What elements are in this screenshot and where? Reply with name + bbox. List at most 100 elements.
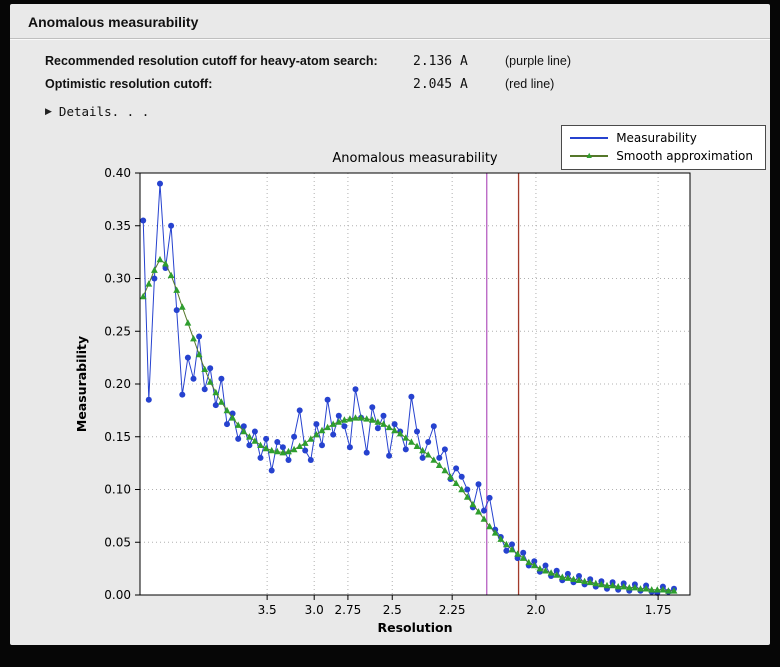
data-point [341,423,348,430]
data-point [425,439,432,445]
x-tick-label: 2.75 [335,603,362,617]
data-point [357,414,365,421]
data-point [368,416,376,423]
data-point [262,444,270,452]
data-point [296,407,303,414]
data-point [151,266,158,273]
data-point [296,442,304,449]
legend-label-smooth: Smooth approximation [616,149,753,163]
x-axis-label: Resolution [377,620,452,635]
data-point [570,575,577,582]
data-point [542,567,549,574]
data-point [435,461,443,468]
data-point [257,441,264,448]
data-point [218,375,225,382]
anomalous-measurability-panel: Anomalous measurability Recommended reso… [10,4,770,645]
data-point [520,549,527,556]
data-point [201,386,208,393]
optimistic-cutoff-note: (red line) [505,77,555,91]
y-tick-label: 0.15 [104,430,131,444]
data-point [279,444,286,451]
data-point [246,442,253,449]
data-point [553,567,560,574]
disclosure-triangle-icon[interactable]: ▶ [45,106,52,116]
data-point [196,333,203,340]
data-point [234,421,242,428]
data-point [525,558,533,566]
data-point [536,565,544,572]
data-point [352,386,359,393]
x-tick-label: 3.0 [305,603,324,617]
data-point [491,529,499,536]
data-point [173,286,181,293]
data-point [273,447,281,455]
data-point [313,421,320,428]
data-point [145,280,153,287]
data-point [369,404,376,411]
data-point [486,494,493,501]
legend-label-measurability: Measurability [616,131,697,145]
data-point [497,535,505,542]
data-point [330,431,337,438]
data-point [341,416,348,423]
data-point [480,515,488,522]
data-point [251,428,258,435]
data-point [603,581,611,589]
data-point [352,414,359,421]
data-point [374,418,382,425]
data-point [251,437,259,444]
data-point [414,428,420,435]
data-point [223,406,231,414]
data-point [592,579,600,587]
data-point [201,365,209,372]
data-point [335,418,343,425]
data-point [419,446,426,454]
data-point [396,430,404,437]
data-point [313,431,320,438]
data-point [581,577,588,585]
data-point [290,445,298,453]
details-disclosure[interactable]: ▶ Details. . . [45,104,155,119]
data-point [648,586,656,593]
recommended-cutoff-row: Recommended resolution cutoff for heavy-… [10,50,770,73]
data-point [190,335,197,342]
data-point [319,442,325,449]
data-point [318,426,326,434]
smooth-line-sample: ▲ [570,150,609,162]
data-point [279,449,287,456]
data-point [447,473,454,480]
data-point [240,427,248,435]
data-point [302,447,309,454]
data-point [564,570,571,577]
data-point [509,541,515,548]
data-point [419,454,426,461]
data-point [268,467,275,474]
data-point [363,449,370,456]
data-point [207,365,214,372]
data-point [530,561,538,569]
data-point [508,546,516,553]
data-point [430,423,437,430]
data-point [380,420,387,427]
data-point [218,398,225,405]
optimistic-cutoff-value: 2.045 A [413,77,468,92]
data-point [156,255,164,263]
data-point [665,587,672,594]
recommended-cutoff-note: (purple line) [505,54,572,68]
data-point [436,454,443,461]
y-tick-label: 0.40 [104,167,131,180]
y-axis-label: Measurability [74,336,89,432]
legend-row-measurability: Measurability [570,131,753,145]
y-tick-label: 0.30 [104,272,131,286]
data-point [324,423,331,431]
data-point [670,587,678,594]
data-point [363,415,371,422]
data-point [564,574,572,581]
data-point [374,425,381,432]
measurability-line-sample [570,132,609,144]
data-point [614,583,622,590]
recommended-cutoff-value: 2.136 A [413,54,468,69]
y-tick-label: 0.35 [104,219,131,233]
triangle-marker-icon: ▲ [584,150,594,161]
data-point [463,493,471,500]
